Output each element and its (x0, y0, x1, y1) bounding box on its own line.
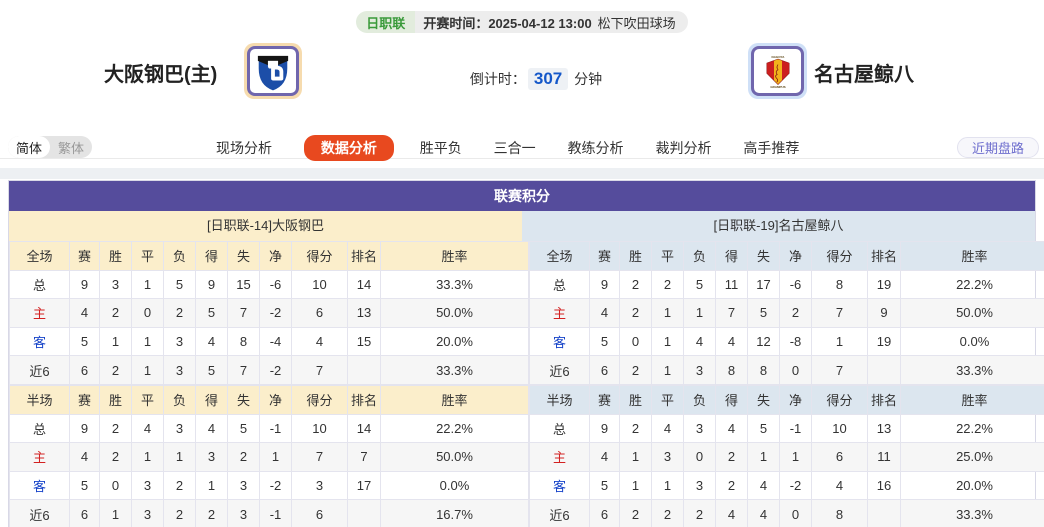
svg-text:NAGOYA: NAGOYA (771, 55, 785, 59)
svg-text:GRAMPUS: GRAMPUS (770, 85, 785, 89)
